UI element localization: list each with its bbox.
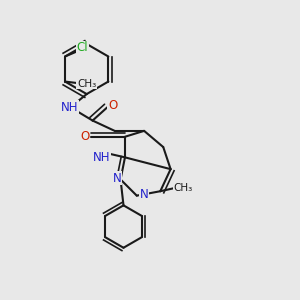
Text: Cl: Cl: [77, 41, 88, 55]
Text: O: O: [81, 130, 90, 143]
Text: N: N: [112, 172, 122, 185]
Text: NH: NH: [61, 101, 78, 114]
Text: N: N: [140, 188, 148, 201]
Text: O: O: [108, 99, 117, 112]
Text: CH₃: CH₃: [173, 183, 193, 193]
Text: CH₃: CH₃: [77, 79, 96, 89]
Text: NH: NH: [93, 151, 110, 164]
